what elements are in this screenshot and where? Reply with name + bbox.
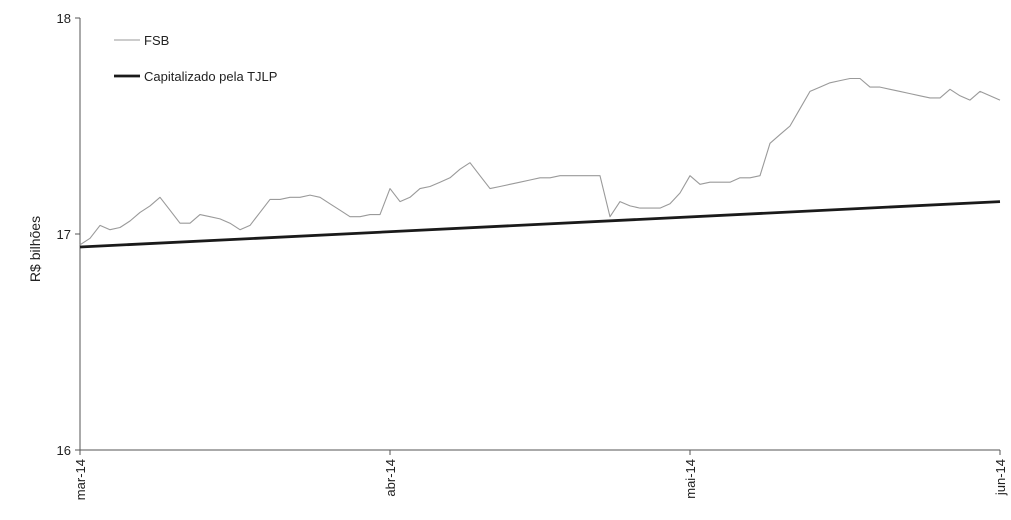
x-tick-label: mai-14 [683, 459, 698, 499]
y-tick-label: 17 [57, 227, 71, 242]
y-axis-title: R$ bilhões [27, 216, 43, 282]
x-tick-label: abr-14 [383, 459, 398, 497]
y-tick-label: 18 [57, 11, 71, 26]
series-layer [79, 77, 1001, 249]
series-line-capitalizado-tjlp [79, 200, 1001, 249]
series-line-fsb [79, 77, 1001, 246]
x-tick-label: mar-14 [73, 459, 88, 500]
legend-label-fsb: FSB [144, 33, 169, 48]
legend-label-capitalizado-tjlp: Capitalizado pela TJLP [144, 69, 277, 84]
x-tick-label: jun-14 [993, 459, 1008, 496]
legend: FSB Capitalizado pela TJLP [114, 33, 277, 84]
y-tick-label: 16 [57, 443, 71, 458]
axes: 16 17 18 mar-14 abr-14 mai-14 jun-14 R$ bilhões [27, 11, 1008, 500]
